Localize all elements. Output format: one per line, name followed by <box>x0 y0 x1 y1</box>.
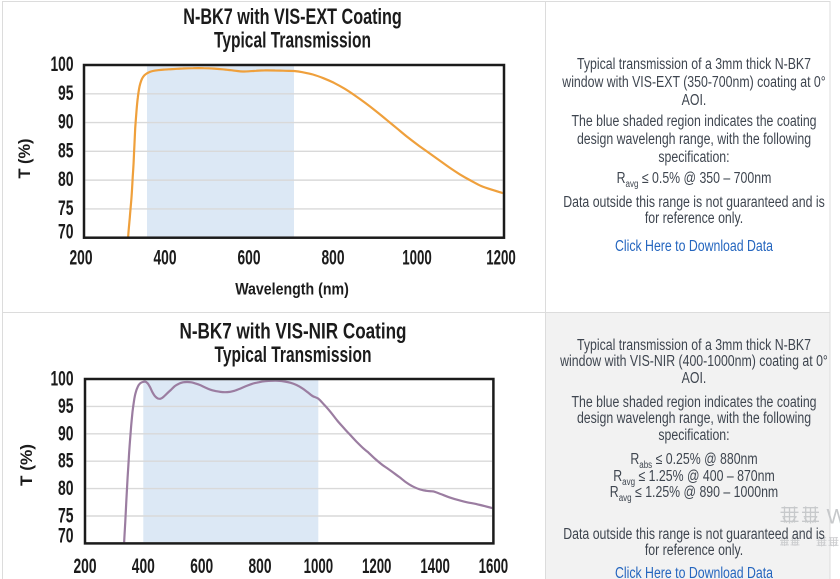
svg-text:75: 75 <box>58 196 74 220</box>
svg-text:95: 95 <box>58 394 74 418</box>
svg-text:T (%): T (%) <box>16 139 34 179</box>
svg-text:95: 95 <box>58 81 74 105</box>
svg-text:Typical Transmission: Typical Transmission <box>214 28 371 53</box>
svg-text:70: 70 <box>58 523 74 547</box>
svg-text:600: 600 <box>238 245 261 269</box>
svg-text:200: 200 <box>74 554 97 578</box>
svg-text:1000: 1000 <box>402 245 432 269</box>
svg-text:80: 80 <box>58 476 74 500</box>
svg-text:90: 90 <box>58 110 74 134</box>
svg-text:85: 85 <box>58 138 74 162</box>
svg-text:1200: 1200 <box>362 554 392 578</box>
svg-text:100: 100 <box>51 367 74 391</box>
svg-text:1600: 1600 <box>479 554 509 578</box>
svg-text:N-BK7 with VIS-NIR Coating: N-BK7 with VIS-NIR Coating <box>180 319 407 344</box>
svg-text:800: 800 <box>249 554 272 578</box>
svg-text:1200: 1200 <box>486 245 516 269</box>
svg-text:75: 75 <box>58 504 74 528</box>
svg-text:80: 80 <box>58 167 74 191</box>
svg-text:100: 100 <box>51 52 74 76</box>
svg-text:70: 70 <box>58 220 74 244</box>
svg-text:W: W <box>827 505 840 529</box>
svg-text:90: 90 <box>58 421 74 445</box>
svg-text:Typical Transmission: Typical Transmission <box>215 342 372 367</box>
svg-text:400: 400 <box>154 245 177 269</box>
svg-text:1000: 1000 <box>304 554 334 578</box>
svg-text:400: 400 <box>132 554 155 578</box>
svg-text:T (%): T (%) <box>18 444 36 486</box>
svg-text:200: 200 <box>70 245 93 269</box>
svg-text:1400: 1400 <box>420 554 450 578</box>
svg-text:800: 800 <box>322 245 345 269</box>
svg-text:N-BK7 with VIS-EXT Coating: N-BK7 with VIS-EXT Coating <box>183 4 402 29</box>
svg-text:600: 600 <box>190 554 213 578</box>
svg-text:Wavelength (nm): Wavelength (nm) <box>235 280 349 298</box>
svg-text:85: 85 <box>58 449 74 473</box>
